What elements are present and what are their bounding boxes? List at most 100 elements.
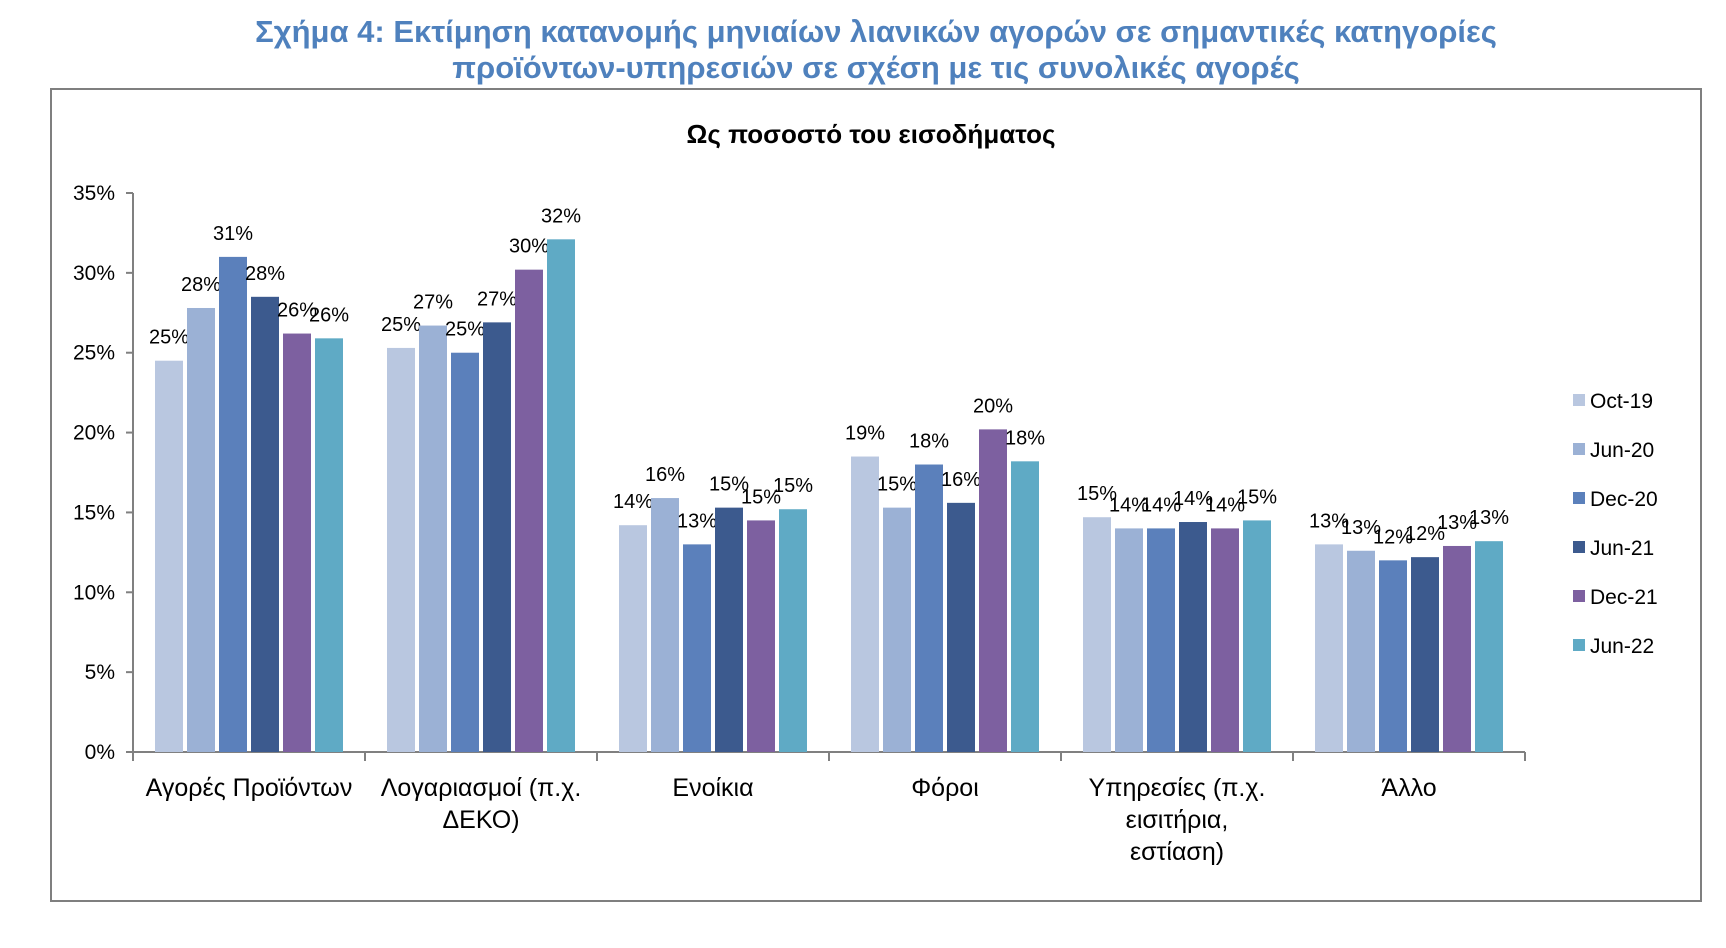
bar <box>779 509 807 752</box>
bar <box>947 502 975 752</box>
y-tick-label: 25% <box>73 342 115 365</box>
data-label: 19% <box>845 423 885 445</box>
data-label: 13% <box>1341 517 1381 539</box>
bar <box>1443 545 1471 752</box>
legend-label: Jun-21 <box>1590 537 1654 560</box>
figure-title-line-2: προϊόντων-υπηρεσιών σε σχέση με τις συνο… <box>452 50 1300 85</box>
data-label: 28% <box>245 263 285 285</box>
bar <box>1147 528 1175 752</box>
legend-swatch <box>1573 394 1585 406</box>
data-label: 14% <box>1109 494 1149 516</box>
data-label: 13% <box>677 510 717 532</box>
bar <box>419 325 447 752</box>
data-label: 16% <box>941 469 981 491</box>
data-label: 18% <box>909 431 949 453</box>
y-tick-label: 5% <box>85 661 115 684</box>
legend-label: Dec-21 <box>1590 586 1658 609</box>
bar <box>979 429 1007 752</box>
y-tick-label: 35% <box>73 182 115 205</box>
data-label: 15% <box>877 474 917 496</box>
bar <box>187 307 215 752</box>
x-tick-label: Υπηρεσίες (π.χ. εισιτήρια, εστίαση) <box>1089 774 1266 866</box>
bar <box>451 352 479 752</box>
bar <box>219 256 247 752</box>
bar <box>1475 541 1503 752</box>
legend-label: Oct-19 <box>1590 390 1653 413</box>
bar <box>283 333 311 752</box>
chart-title: Ως ποσοστό του εισοδήματος <box>687 119 1056 149</box>
legend-swatch <box>1573 443 1585 455</box>
data-label: 16% <box>645 464 685 486</box>
data-label: 13% <box>1437 512 1477 534</box>
bar <box>1315 544 1343 752</box>
bar <box>851 456 879 752</box>
y-tick-label: 0% <box>85 741 115 764</box>
bar <box>251 296 279 752</box>
bar <box>1179 522 1207 752</box>
data-label: 26% <box>309 304 349 326</box>
data-label: 27% <box>477 288 517 310</box>
data-label: 14% <box>613 491 653 513</box>
bar <box>715 507 743 752</box>
bar <box>1379 560 1407 752</box>
x-tick-label: Άλλο <box>1381 774 1436 802</box>
x-tick-label: Λογαριασμοί (π.χ. ΔΕΚΟ) <box>381 774 582 834</box>
y-tick-label: 20% <box>73 422 115 445</box>
bar <box>1211 528 1239 752</box>
bar <box>883 507 911 752</box>
legend-label: Jun-22 <box>1590 635 1654 658</box>
bar <box>1011 461 1039 752</box>
data-label: 15% <box>741 486 781 508</box>
bar <box>1115 528 1143 752</box>
y-tick-label: 15% <box>73 501 115 524</box>
legend-swatch <box>1573 590 1585 602</box>
bar <box>619 525 647 752</box>
figure-title: Σχήμα 4: Εκτίμηση κατανομής μηνιαίων λια… <box>0 14 1726 86</box>
bar <box>483 322 511 752</box>
bar <box>747 520 775 752</box>
data-label: 25% <box>381 314 421 336</box>
data-label: 14% <box>1141 494 1181 516</box>
bar <box>915 464 943 752</box>
data-label: 13% <box>1469 507 1509 529</box>
bar <box>515 269 543 752</box>
bar <box>155 360 183 752</box>
x-tick-label: Ενοίκια <box>672 774 753 802</box>
bar <box>547 239 575 752</box>
legend-label: Dec-20 <box>1590 488 1658 511</box>
data-label: 15% <box>709 474 749 496</box>
data-label: 12% <box>1373 526 1413 548</box>
legend-swatch <box>1573 492 1585 504</box>
figure-title-line-1: Σχήμα 4: Εκτίμηση κατανομής μηνιαίων λια… <box>255 14 1497 49</box>
data-label: 28% <box>181 274 221 296</box>
data-label: 14% <box>1205 494 1245 516</box>
bar <box>1243 520 1271 752</box>
data-label: 32% <box>541 205 581 227</box>
legend-swatch <box>1573 541 1585 553</box>
x-tick-label: Φόροι <box>911 774 979 802</box>
bar <box>1411 557 1439 752</box>
bar <box>683 544 711 752</box>
data-label: 13% <box>1309 510 1349 532</box>
data-label: 12% <box>1405 523 1445 545</box>
bar <box>1083 517 1111 752</box>
data-label: 15% <box>1077 483 1117 505</box>
chart-frame <box>50 88 1702 902</box>
y-tick-label: 10% <box>73 581 115 604</box>
y-tick-label: 30% <box>73 262 115 285</box>
bar <box>1347 550 1375 752</box>
legend-label: Jun-20 <box>1590 439 1654 462</box>
data-label: 26% <box>277 300 317 322</box>
data-label: 25% <box>149 327 189 349</box>
data-label: 15% <box>773 475 813 497</box>
data-label: 20% <box>973 395 1013 417</box>
legend: Oct-19 Jun-20 Dec-20 Jun-21 Dec-21 Jun-22 <box>1573 390 1658 658</box>
plot-area: 0% 5% 10% 15% 20% 25% 30% 35% 25% 28% 31% 28% 26%26%… <box>73 182 1526 866</box>
data-label: 31% <box>213 223 253 245</box>
x-tick-label: Αγορές Προϊόντων <box>146 774 353 802</box>
legend-swatch <box>1573 639 1585 651</box>
data-label: 18% <box>1005 427 1045 449</box>
data-label: 27% <box>413 292 453 314</box>
data-label: 25% <box>445 319 485 341</box>
